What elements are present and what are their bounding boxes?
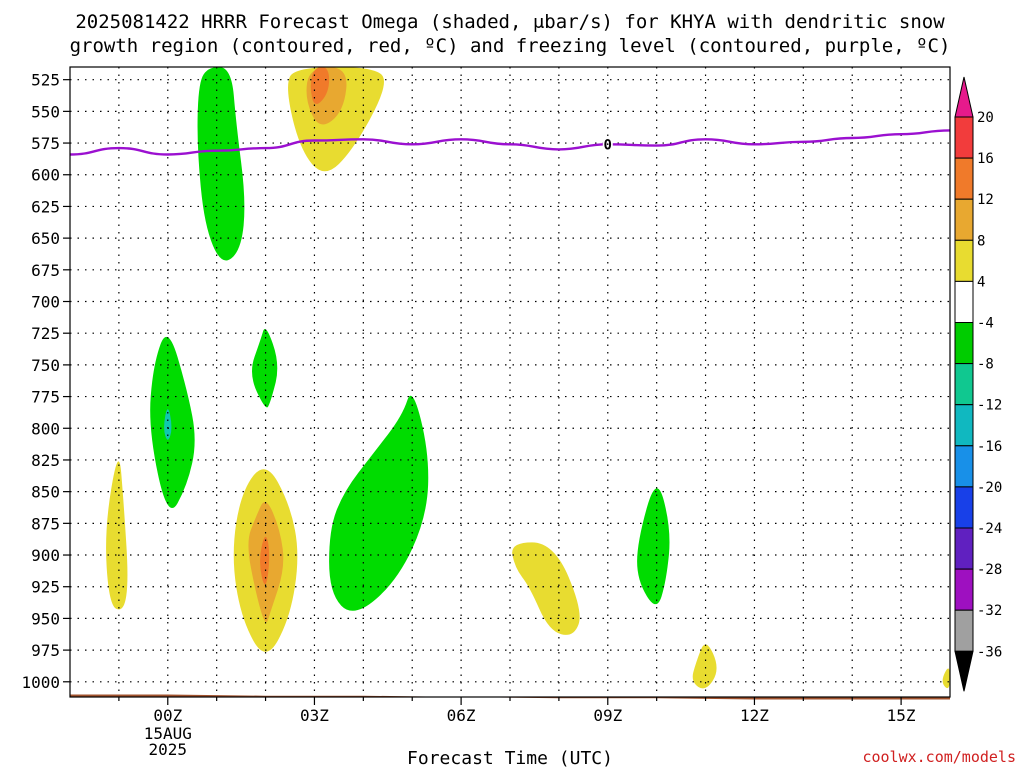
colorbar-label: -24 (977, 521, 1002, 537)
y-tick-label: 850 (31, 483, 60, 502)
colorbar-label: 12 (977, 192, 994, 208)
colorbar-label: 16 (977, 151, 994, 167)
omega-region-4 (329, 395, 429, 611)
omega-region-12 (260, 536, 270, 585)
y-tick-label: 625 (31, 197, 60, 216)
colorbar-top-arrow (954, 76, 974, 118)
colorbar-swatch (954, 445, 974, 488)
y-tick-label: 775 (31, 388, 60, 407)
colorbar-label: -28 (977, 562, 1002, 578)
omega-region-8 (310, 67, 330, 105)
y-tick-label: 975 (31, 641, 60, 660)
x-tick-label: 15Z (887, 706, 916, 725)
y-tick-label: 950 (31, 609, 60, 628)
omega-region-3 (252, 328, 278, 408)
chart-title-line2: growth region (contoured, red, ºC) and f… (70, 35, 951, 57)
colorbar-swatch (954, 527, 974, 570)
y-tick-label: 650 (31, 229, 60, 248)
x-tick-label: 12Z (740, 706, 769, 725)
colorbar-swatch (954, 239, 974, 282)
freezing-level-contour: 0 (69, 129, 951, 156)
y-tick-label: 925 (31, 578, 60, 597)
grid-lines (70, 67, 950, 697)
colorbar-label: 8 (977, 233, 985, 249)
omega-region-5 (637, 488, 670, 605)
colorbar-label: -4 (977, 316, 994, 332)
colorbar-label: -8 (977, 357, 994, 373)
colorbar-label: -12 (977, 398, 1002, 414)
y-tick-label: 875 (31, 514, 60, 533)
x-tick-date-label: 2025 (149, 740, 188, 759)
freezing-level-line (69, 129, 951, 156)
y-tick-label: 550 (31, 102, 60, 121)
y-tick-label: 675 (31, 261, 60, 280)
omega-region-13 (512, 542, 580, 635)
omega-region-9 (106, 461, 128, 610)
omega-region-0 (197, 67, 245, 261)
omega-region-15 (942, 668, 950, 689)
y-tick-label: 825 (31, 451, 60, 470)
y-tick-label: 900 (31, 546, 60, 565)
colorbar: 20 16 12 8 4 -4 -8 -12 -16 -20 -24 -28 -32 -36 (954, 76, 1002, 692)
colorbar-swatch (954, 198, 974, 241)
y-tick-label: 600 (31, 166, 60, 185)
omega-region-2 (164, 409, 172, 440)
colorbar-label: -20 (977, 480, 1002, 496)
freezing-level-label-bg (602, 136, 613, 152)
colorbar-swatch (954, 609, 974, 652)
colorbar-label: -36 (977, 644, 1002, 660)
colorbar-label: -16 (977, 439, 1002, 455)
colorbar-swatch (954, 404, 974, 447)
omega-region-1 (150, 336, 195, 508)
omega-region-14 (692, 644, 717, 689)
colorbar-label: -32 (977, 603, 1002, 619)
y-tick-label: 725 (31, 324, 60, 343)
x-axis-label: Forecast Time (UTC) (407, 748, 613, 768)
y-tick-label: 525 (31, 71, 60, 90)
y-tick-label: 1000 (21, 673, 60, 692)
colorbar-swatch (954, 322, 974, 365)
x-tick-date-label: 15AUG (144, 724, 192, 743)
colorbar-swatch (954, 280, 974, 323)
freezing-level-label: 0 (604, 137, 612, 153)
y-axis: 525 550 575 600 625 650 675 700 725 750 775 800 825 8… (21, 71, 70, 692)
chart-title-line1: 2025081422 HRRR Forecast Omega (shaded, … (75, 11, 945, 33)
credit-text: coolwx.com/models (862, 748, 1016, 766)
colorbar-label: 20 (977, 110, 994, 126)
y-tick-label: 575 (31, 134, 60, 153)
plot-area: 0 (69, 66, 951, 700)
colorbar-label: 4 (977, 274, 985, 290)
colorbar-bottom-arrow (954, 650, 974, 692)
colorbar-swatch (954, 363, 974, 406)
x-tick-label: 03Z (300, 706, 329, 725)
colorbar-swatch (954, 157, 974, 200)
y-tick-label: 700 (31, 293, 60, 312)
colorbar-swatch (954, 568, 974, 611)
y-tick-label: 750 (31, 356, 60, 375)
colorbar-swatch (954, 116, 974, 159)
x-tick-label: 09Z (593, 706, 622, 725)
colorbar-swatch (954, 486, 974, 529)
omega-shading (106, 67, 950, 689)
x-tick-label: 00Z (153, 706, 182, 725)
y-tick-label: 800 (31, 419, 60, 438)
x-tick-label: 06Z (447, 706, 476, 725)
